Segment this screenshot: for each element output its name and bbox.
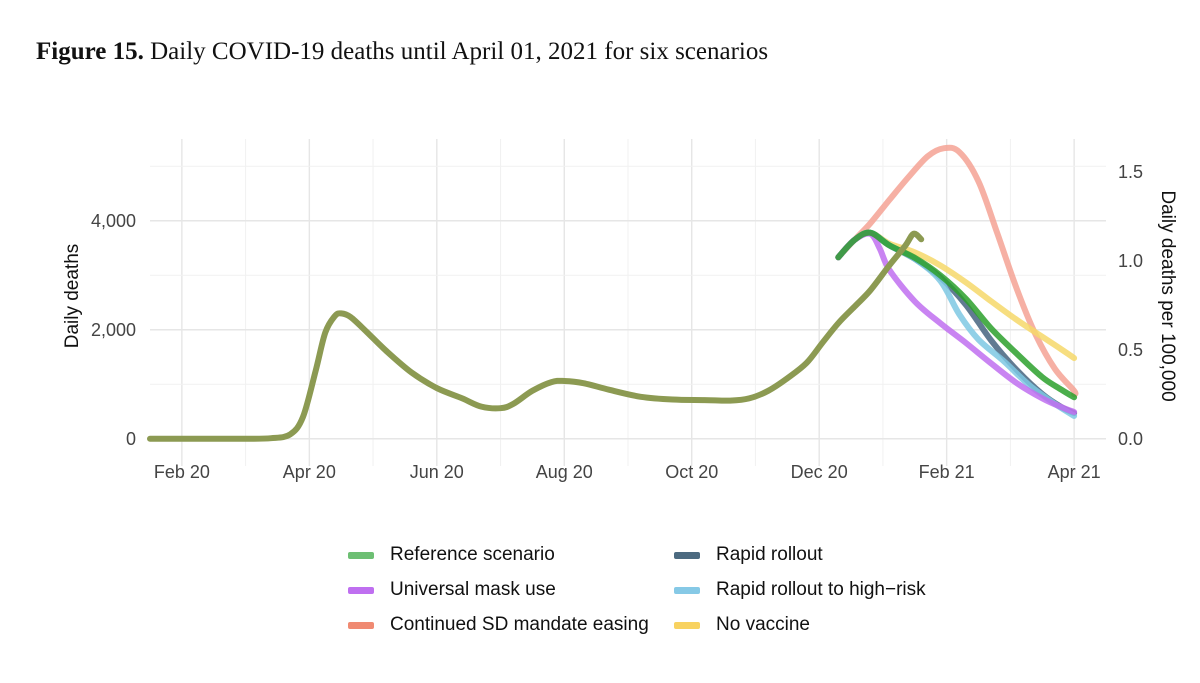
legend-swatch [348,586,374,594]
x-tick-label: Apr 21 [1048,462,1101,482]
legend-item: Rapid rollout to high−risk [674,577,934,603]
x-tick-label: Oct 20 [665,462,718,482]
legend-label: Universal mask use [390,579,556,600]
x-axis-ticks: Feb 20 Apr 20 Jun 20 Aug 20 Oct 20 Dec 20 Feb … [154,462,1101,482]
series-lines [147,144,1079,442]
y-axis-ticks: 0 2,000 4,000 [91,211,136,449]
series-line-rapid-rollout [835,229,1078,417]
y-axis-title: Daily deaths [62,244,83,349]
y2-axis-ticks: 0.0 0.5 1.0 1.5 [1118,162,1143,449]
legend-item: Continued SD mandate easing [348,612,674,638]
legend-label: Reference scenario [390,544,555,565]
x-tick-label: Dec 20 [791,462,848,482]
chart-legend: Reference scenario Rapid rollout Universal… [348,542,934,638]
legend-item: Reference scenario [348,542,674,568]
line-chart: Feb 20 Apr 20 Jun 20 Aug 20 Oct 20 Dec 20 Feb … [62,139,1178,482]
legend-swatch [674,586,700,594]
series-line-observed-shared- [147,230,925,442]
legend-label: Continued SD mandate easing [390,614,649,635]
y2-tick-label: 0.0 [1118,429,1143,449]
y2-tick-label: 0.5 [1118,340,1143,360]
legend-swatch [348,621,374,629]
y-tick-label: 4,000 [91,211,136,231]
x-tick-label: Feb 21 [919,462,975,482]
y-tick-label: 0 [126,429,136,449]
figure-title: Daily COVID-19 deaths until April 01, 20… [150,38,769,65]
legend-label: Rapid rollout to high−risk [716,579,926,600]
series-line-reference-scenario [835,229,1078,401]
legend-swatch [674,621,700,629]
x-tick-label: Apr 20 [283,462,336,482]
x-tick-label: Feb 20 [154,462,210,482]
series-line-continued-sd-mandate-easing [835,144,1079,398]
legend-label: Rapid rollout [716,544,823,565]
y2-axis-title: Daily deaths per 100,000 [1157,190,1178,401]
figure-caption: Figure 15. Daily COVID-19 deaths until A… [36,38,768,66]
legend-swatch [674,551,700,559]
legend-label: No vaccine [716,614,810,635]
y-tick-label: 2,000 [91,320,136,340]
x-tick-label: Aug 20 [536,462,593,482]
series-line-universal-mask-use [835,230,1078,415]
legend-item: No vaccine [674,612,934,638]
gridlines [150,139,1106,466]
y2-tick-label: 1.0 [1118,251,1143,271]
y2-tick-label: 1.5 [1118,162,1143,182]
legend-item: Universal mask use [348,577,674,603]
figure-label: Figure 15. [36,38,144,65]
legend-item: Rapid rollout [674,542,934,568]
legend-swatch [348,551,374,559]
x-tick-label: Jun 20 [410,462,464,482]
